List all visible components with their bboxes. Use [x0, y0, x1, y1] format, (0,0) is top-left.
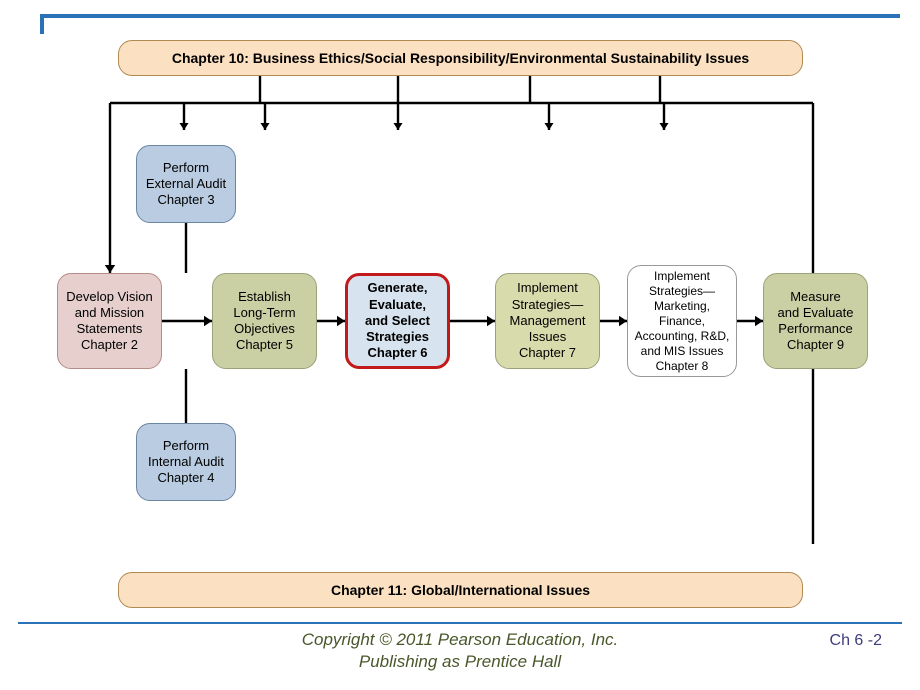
box-implement-functional: Implement Strategies— Marketing, Finance… [627, 265, 737, 377]
top-rule-cap [40, 14, 44, 34]
diagram-canvas: Chapter 10: Business Ethics/Social Respo… [0, 0, 920, 690]
banner-chapter-11: Chapter 11: Global/International Issues [118, 572, 803, 608]
copyright-line1: Copyright © 2011 Pearson Education, Inc. [0, 630, 920, 650]
box-vision-mission: Develop Vision and Mission Statements Ch… [57, 273, 162, 369]
box-long-term-objectives: Establish Long-Term Objectives Chapter 5 [212, 273, 317, 369]
box-external-audit: Perform External Audit Chapter 3 [136, 145, 236, 223]
box-internal-audit: Perform Internal Audit Chapter 4 [136, 423, 236, 501]
box-implement-management: Implement Strategies— Management Issues … [495, 273, 600, 369]
copyright-line2: Publishing as Prentice Hall [0, 652, 920, 672]
banner-chapter-10: Chapter 10: Business Ethics/Social Respo… [118, 40, 803, 76]
banner-chapter-10-text: Chapter 10: Business Ethics/Social Respo… [172, 50, 749, 66]
banner-chapter-11-text: Chapter 11: Global/International Issues [331, 582, 590, 598]
box-measure-evaluate: Measure and Evaluate Performance Chapter… [763, 273, 868, 369]
top-rule [40, 14, 900, 18]
bottom-rule [18, 622, 902, 624]
page-number: Ch 6 -2 [830, 632, 882, 650]
box-generate-strategies: Generate, Evaluate, and Select Strategie… [345, 273, 450, 369]
